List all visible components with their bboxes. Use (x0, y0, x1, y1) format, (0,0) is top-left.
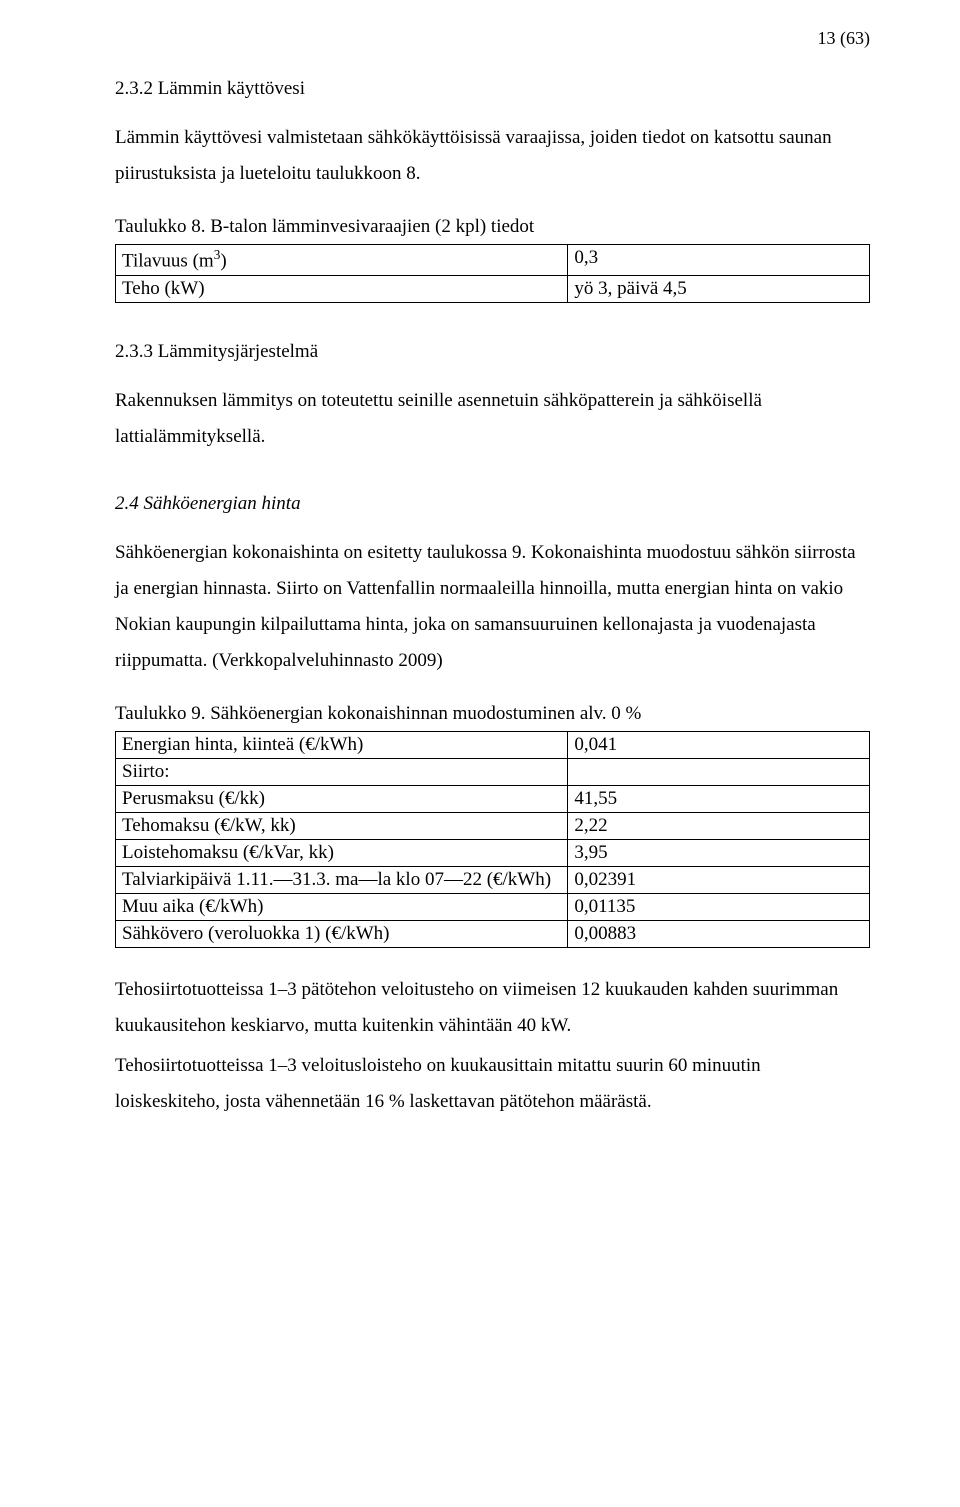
table-cell-value: 0,3 (568, 245, 870, 275)
table-cell-label: Siirto: (116, 759, 568, 786)
table-row: Teho (kW) yö 3, päivä 4,5 (116, 275, 870, 302)
table-cell-value: 0,041 (568, 732, 870, 759)
label-pre: Tilavuus (m (122, 251, 214, 272)
heading-2-3-3: 2.3.3 Lämmitysjärjestelmä (115, 341, 870, 363)
heading-2-3-2: 2.3.2 Lämmin käyttövesi (115, 78, 870, 100)
table9: Energian hinta, kiinteä (€/kWh) 0,041 Si… (115, 731, 870, 948)
page: 13 (63) 2.3.2 Lämmin käyttövesi Lämmin k… (0, 0, 960, 1507)
table-cell-label: Energian hinta, kiinteä (€/kWh) (116, 732, 568, 759)
table-cell-label: Muu aika (€/kWh) (116, 894, 568, 921)
table-cell-label: Sähkövero (veroluokka 1) (€/kWh) (116, 921, 568, 948)
para-s2: Rakennuksen lämmitys on toteutettu seini… (115, 383, 870, 455)
table-row: Tilavuus (m3) 0,3 (116, 245, 870, 275)
table-cell-label: Talviarkipäivä 1.11.—31.3. ma—la klo 07—… (116, 867, 568, 894)
table-cell-label: Teho (kW) (116, 275, 568, 302)
table-row: Sähkövero (veroluokka 1) (€/kWh) 0,00883 (116, 921, 870, 948)
table8-caption: Taulukko 8. B-talon lämminvesivaraajien … (115, 216, 870, 238)
para-s3: Sähköenergian kokonaishinta on esitetty … (115, 535, 870, 679)
table-cell-value (568, 759, 870, 786)
table-row: Perusmaksu (€/kk) 41,55 (116, 786, 870, 813)
table-row: Muu aika (€/kWh) 0,01135 (116, 894, 870, 921)
table-cell-label: Tehomaksu (€/kW, kk) (116, 813, 568, 840)
table-cell-value: 0,00883 (568, 921, 870, 948)
table-cell-value: 0,02391 (568, 867, 870, 894)
table-cell-label: Loistehomaksu (€/kVar, kk) (116, 840, 568, 867)
table9-caption: Taulukko 9. Sähköenergian kokonaishinnan… (115, 703, 870, 725)
page-number: 13 (63) (818, 28, 871, 49)
table-row: Siirto: (116, 759, 870, 786)
table8: Tilavuus (m3) 0,3 Teho (kW) yö 3, päivä … (115, 244, 870, 302)
para-s1: Lämmin käyttövesi valmistetaan sähkökäyt… (115, 120, 870, 192)
table-cell-value: 3,95 (568, 840, 870, 867)
table-cell-value: 2,22 (568, 813, 870, 840)
table-row: Loistehomaksu (€/kVar, kk) 3,95 (116, 840, 870, 867)
table-cell-value: 41,55 (568, 786, 870, 813)
table-row: Energian hinta, kiinteä (€/kWh) 0,041 (116, 732, 870, 759)
table-row: Tehomaksu (€/kW, kk) 2,22 (116, 813, 870, 840)
table-cell-value: 0,01135 (568, 894, 870, 921)
para-end1: Tehosiirtotuotteissa 1–3 pätötehon veloi… (115, 972, 870, 1044)
table-row: Talviarkipäivä 1.11.—31.3. ma—la klo 07—… (116, 867, 870, 894)
table-cell-label: Perusmaksu (€/kk) (116, 786, 568, 813)
para-end2: Tehosiirtotuotteissa 1–3 veloitusloisteh… (115, 1048, 870, 1120)
label-post: ) (220, 251, 226, 272)
heading-2-4: 2.4 Sähköenergian hinta (115, 493, 870, 515)
table-cell-value: yö 3, päivä 4,5 (568, 275, 870, 302)
table-cell-label: Tilavuus (m3) (116, 245, 568, 275)
